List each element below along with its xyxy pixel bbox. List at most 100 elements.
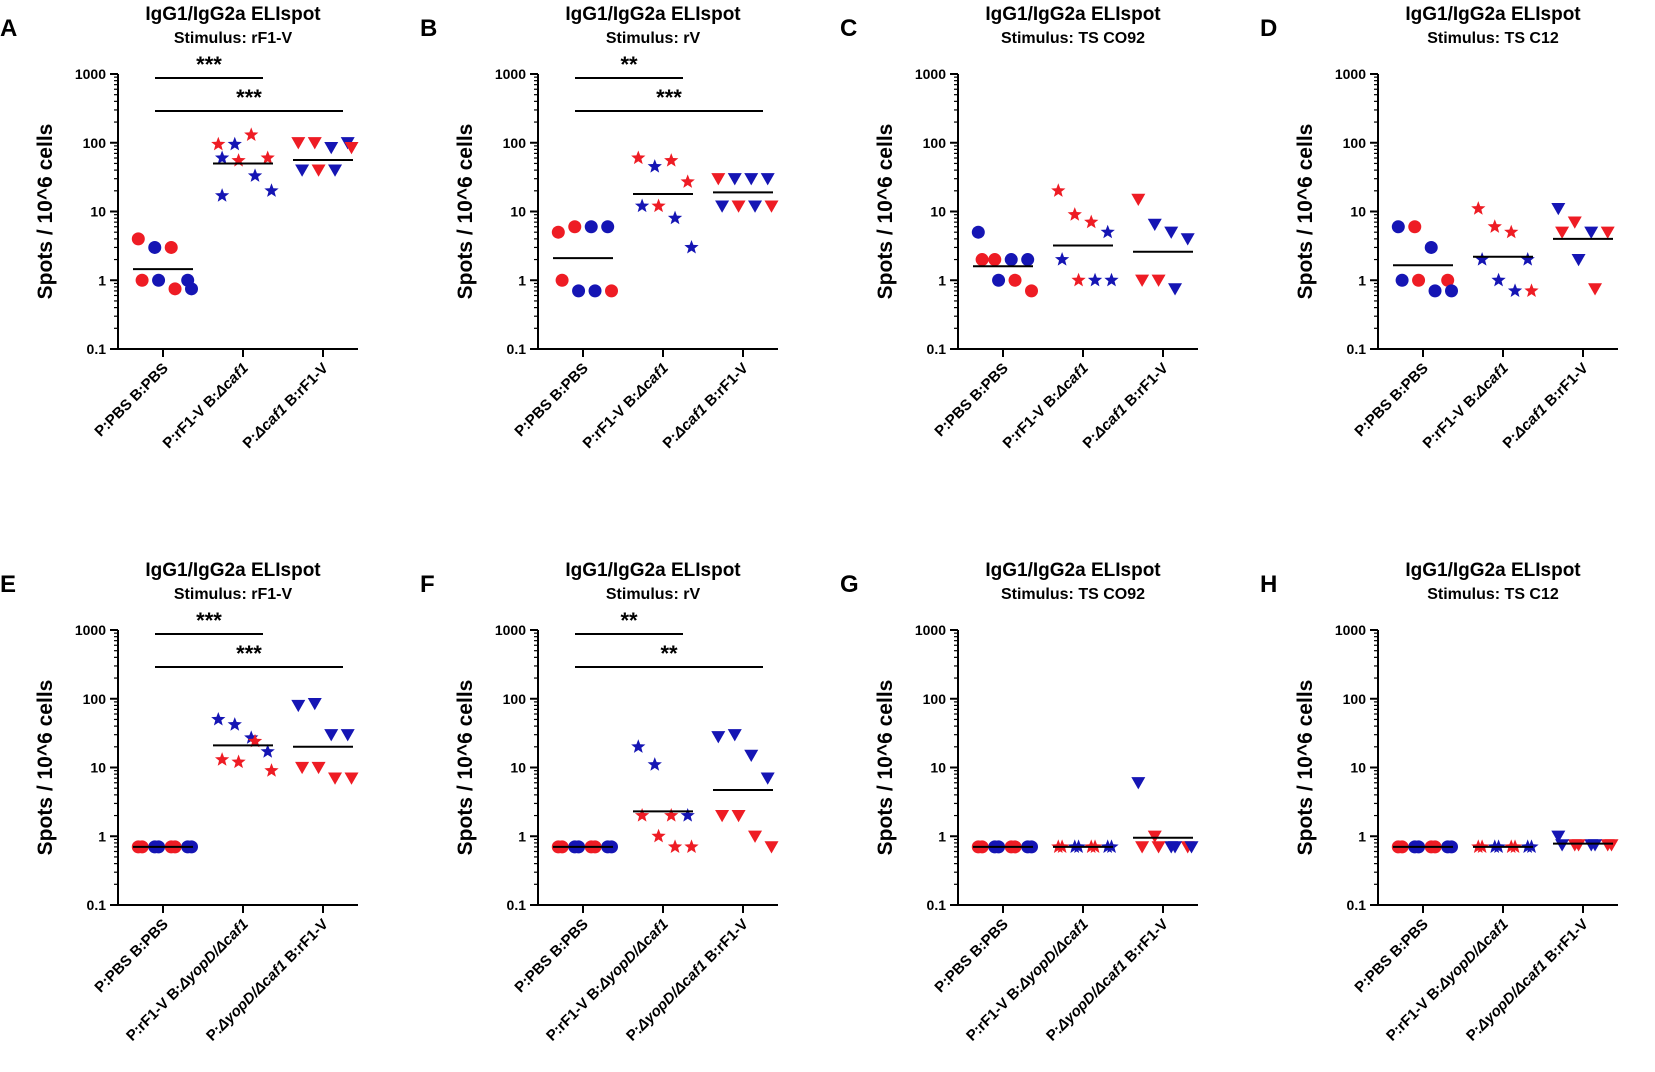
triangle-point [764, 200, 779, 213]
chart-subtitle: Stimulus: rF1-V [174, 30, 293, 47]
significance-label: *** [656, 85, 682, 110]
circle-point [584, 220, 598, 234]
circle-point [971, 225, 985, 239]
triangle-point [1551, 830, 1566, 843]
triangle-point [1571, 253, 1586, 267]
triangle-point [1555, 839, 1570, 852]
x-label-italic: Δcaf1 [211, 360, 252, 401]
circle-point [588, 284, 602, 298]
star-point [227, 717, 242, 731]
x-label-part: P:PBS B:PBS [1351, 916, 1431, 996]
star-point [1067, 207, 1082, 221]
x-label-italic: ΔyopD/Δcaf1 [1053, 957, 1131, 1035]
triangle-point [1604, 839, 1619, 852]
x-label-part: B:rF1-V [1119, 360, 1172, 413]
star-point [214, 752, 230, 766]
triangle-point [1555, 226, 1570, 239]
x-category-label: P:PBS B:PBS [1351, 916, 1431, 996]
x-label-part: P:rF1-V B: [1383, 981, 1447, 1045]
x-category-label: P:Δcaf1 B:rF1-V [1500, 360, 1592, 452]
circle-point [1412, 273, 1426, 287]
panel-h: H IgG1/IgG2a ELIspot Stimulus: TS C12 Spots… [1260, 560, 1619, 1045]
chart-title: IgG1/IgG2a ELIspot [985, 560, 1161, 581]
y-tick-label: 0.1 [1347, 341, 1367, 357]
y-tick-label: 100 [923, 135, 947, 151]
panel-letter: E [0, 571, 16, 598]
x-label-part: P:PBS B:PBS [1351, 360, 1431, 440]
triangle-point [311, 761, 326, 775]
chart-subtitle: Stimulus: TS CO92 [1001, 586, 1145, 603]
star-point [667, 210, 683, 225]
triangle-point [727, 729, 742, 742]
y-tick-label: 1000 [75, 622, 106, 638]
triangle-point [295, 164, 310, 177]
significance-label: ** [620, 52, 638, 77]
x-label-italic: ΔyopD/Δcaf1 [633, 957, 711, 1035]
x-label-part: P:PBS B:PBS [91, 360, 171, 440]
triangle-point [1551, 203, 1566, 216]
x-category-label: P:rF1-V B:Δcaf1 [160, 360, 252, 452]
circle-point [152, 273, 166, 287]
y-tick-label: 0.1 [1347, 897, 1367, 913]
triangle-point [1588, 839, 1603, 852]
circle-point [1008, 273, 1022, 287]
y-tick-label: 10 [510, 760, 526, 776]
triangle-point [340, 729, 355, 742]
y-tick-label: 1000 [915, 622, 946, 638]
y-tick-label: 100 [83, 691, 107, 707]
star-point [1051, 183, 1066, 197]
star-point [247, 168, 263, 182]
y-tick-label: 1000 [75, 66, 106, 82]
star-point [260, 744, 275, 758]
x-label-part: P:rF1-V B: [580, 388, 644, 452]
y-tick-label: 0.1 [927, 897, 947, 913]
y-tick-label: 10 [90, 204, 106, 220]
star-point [664, 153, 679, 167]
y-axis-label: Spots / 10^6 cells [1294, 124, 1317, 300]
x-label-italic: ΔyopD/Δcaf1 [213, 957, 291, 1035]
star-point [231, 153, 246, 167]
star-point [631, 150, 646, 165]
y-tick-label: 0.1 [927, 341, 947, 357]
panel-letter: D [1260, 15, 1277, 42]
y-tick-label: 0.1 [87, 341, 107, 357]
star-point [667, 839, 683, 853]
panel-b: B IgG1/IgG2a ELIspot Stimulus: rV Spots / 1… [420, 4, 779, 452]
x-category-label: P:PBS B:PBS [931, 916, 1011, 996]
circle-point [1025, 284, 1038, 298]
x-label-italic: Δcaf1 [1051, 360, 1092, 401]
y-tick-label: 1 [518, 272, 526, 288]
y-tick-label: 1 [1358, 272, 1366, 288]
circle-point [568, 220, 582, 234]
x-category-label: P:rF1-V B:Δcaf1 [1000, 360, 1092, 452]
triangle-point [727, 173, 742, 186]
y-tick-label: 1 [938, 272, 946, 288]
circle-point [1395, 273, 1409, 287]
y-tick-label: 100 [503, 691, 527, 707]
y-tick-label: 1000 [1335, 66, 1366, 82]
triangle-point [760, 772, 775, 785]
y-tick-label: 1000 [915, 66, 946, 82]
x-category-label: P:PBS B:PBS [931, 360, 1011, 440]
triangle-point [1567, 216, 1582, 229]
star-point [247, 733, 263, 748]
x-label-italic: ΔyopD/Δcaf1 [594, 916, 672, 994]
triangle-point [328, 164, 343, 177]
panel-letter: A [0, 15, 17, 42]
circle-point [135, 273, 149, 287]
star-point [244, 127, 259, 141]
star-point [684, 239, 699, 254]
triangle-point [715, 200, 730, 213]
y-tick-label: 10 [90, 760, 106, 776]
x-category-label: P:PBS B:PBS [91, 360, 171, 440]
y-tick-label: 0.1 [87, 897, 107, 913]
triangle-point [711, 731, 726, 744]
y-tick-label: 100 [503, 135, 527, 151]
x-label-part: P:rF1-V B: [160, 388, 224, 452]
triangle-point [760, 173, 775, 186]
circle-point [572, 284, 586, 298]
chart-title: IgG1/IgG2a ELIspot [1405, 560, 1581, 581]
star-point [1054, 252, 1070, 266]
star-point [647, 757, 662, 771]
